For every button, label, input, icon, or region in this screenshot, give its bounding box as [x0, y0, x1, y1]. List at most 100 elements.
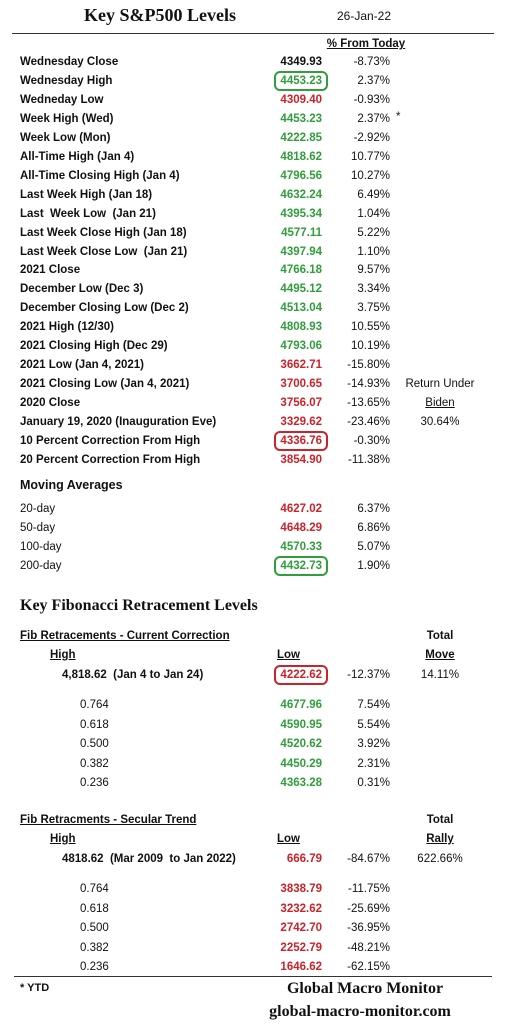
value: 4796.56 [280, 169, 322, 182]
total: 622.66% [417, 853, 463, 865]
level-label: December Low (Dec 3) [20, 283, 144, 296]
ma-label: 20-day [20, 503, 56, 515]
value: 4397.94 [280, 245, 322, 258]
level-label: All-Time High (Jan 4) [20, 150, 135, 163]
fib-level: 0.236 [80, 777, 109, 790]
level-label: 2020 Close [20, 397, 81, 410]
bottom-rule [14, 976, 492, 977]
total-subheader: Rally [426, 833, 454, 845]
fib-level: 0.236 [80, 961, 109, 974]
fib-level: 0.618 [80, 718, 109, 731]
change: 1.10% [357, 245, 390, 258]
value: 4363.28 [280, 777, 322, 790]
value: 4766.18 [280, 264, 322, 277]
low-header: Low [277, 649, 300, 661]
fib-level: 0.764 [80, 699, 109, 711]
section-title: Moving Averages [20, 478, 123, 492]
change: -48.21% [347, 941, 390, 954]
value: 4590.95 [280, 718, 322, 731]
value: 4818.62 [280, 150, 322, 163]
change: -11.38% [348, 453, 390, 466]
column-header: % From Today [326, 38, 406, 50]
value: 4222.85 [280, 131, 322, 144]
level-label: All-Time Closing High (Jan 4) [20, 169, 180, 182]
change: 5.54% [357, 718, 390, 731]
value: 4395.34 [280, 207, 322, 220]
ma-label: 50-day [20, 522, 56, 534]
value: 3329.62 [280, 416, 322, 429]
level-label: Week High (Wed) [20, 112, 114, 125]
value: 2252.79 [280, 941, 322, 954]
value: 3700.65 [280, 378, 322, 391]
value: 2742.70 [280, 922, 322, 935]
level-label: 2021 Low (Jan 4, 2021) [20, 359, 145, 372]
total-subheader: Move [425, 649, 455, 661]
value: 4793.06 [280, 340, 322, 353]
level-label: 2021 High (12/30) [20, 321, 114, 334]
change: 1.04% [357, 207, 390, 220]
section-title: Key Fibonacci Retracement Levels [20, 597, 258, 614]
change: 7.54% [357, 699, 390, 711]
level-label: Wednesday High [20, 74, 113, 87]
level-label: Week Low (Mon) [20, 131, 111, 144]
change: 0.31% [357, 777, 390, 790]
fib-level: 0.764 [80, 883, 109, 895]
value: 4450.29 [280, 757, 322, 770]
level-label: 2021 Closing High (Dec 29) [20, 340, 168, 353]
total-header: Total [426, 630, 454, 642]
ma-label: 200-day [20, 560, 62, 572]
change: -8.73% [353, 56, 390, 68]
change: 2.37% [357, 112, 390, 125]
level-label: Last Week High (Jan 18) [20, 188, 153, 201]
level-label: Last Week Close High (Jan 18) [20, 226, 187, 239]
level-label: January 19, 2020 (Inauguration Eve) [20, 416, 217, 429]
change: 2.37% [357, 74, 390, 87]
low-header: Low [277, 833, 300, 845]
value: 4453.23 [280, 112, 322, 125]
side-note-value: 30.64% [420, 416, 460, 429]
value: 4570.33 [280, 541, 322, 553]
side-note: Biden [425, 397, 455, 410]
footer-note: * YTD [20, 982, 50, 994]
value: 4349.93 [280, 56, 322, 68]
fib-level: 0.500 [80, 738, 109, 751]
value: 3232.62 [280, 902, 322, 915]
change: -11.75% [348, 883, 390, 895]
value: 3662.71 [280, 359, 322, 372]
change: 6.37% [357, 503, 390, 515]
value: 1646.62 [280, 961, 322, 974]
fib-title: Fib Retracements - Current Correction [20, 630, 230, 642]
value: 3854.90 [280, 453, 322, 466]
level-label: 2021 Close [20, 264, 81, 277]
total: 14.11% [420, 669, 460, 681]
change: -36.95% [347, 922, 390, 935]
value: 4309.40 [280, 93, 322, 106]
value: 4677.96 [280, 699, 322, 711]
fib-low: 666.79 [286, 853, 322, 865]
value: 4808.93 [280, 321, 322, 334]
value: 4453.23 [274, 70, 328, 91]
change: 10.77% [350, 150, 390, 163]
change: 3.92% [357, 738, 390, 751]
value: 3838.79 [280, 883, 322, 895]
change: 5.07% [357, 541, 390, 553]
change: 6.49% [357, 188, 390, 201]
fib-level: 0.618 [80, 902, 109, 915]
level-label: Wedneday Low [20, 93, 104, 106]
ma-label: 100-day [20, 541, 62, 553]
change: 10.19% [350, 340, 390, 353]
change: -62.15% [347, 961, 390, 974]
change: -13.65% [347, 397, 390, 410]
value: 4520.62 [280, 738, 322, 751]
date: 26-Jan-22 [336, 9, 392, 23]
change: 1.90% [357, 560, 390, 572]
value: 4577.11 [281, 226, 322, 239]
change: 6.86% [357, 522, 390, 534]
fib-high: 4,818.62 (Jan 4 to Jan 24) [62, 669, 204, 681]
value: 4513.04 [280, 302, 322, 315]
change: -84.67% [347, 853, 390, 865]
change: 3.75% [357, 302, 390, 315]
url: global-macro-monitor.com [269, 1003, 451, 1020]
value: 4648.29 [280, 522, 322, 534]
value: 4495.12 [280, 283, 322, 296]
